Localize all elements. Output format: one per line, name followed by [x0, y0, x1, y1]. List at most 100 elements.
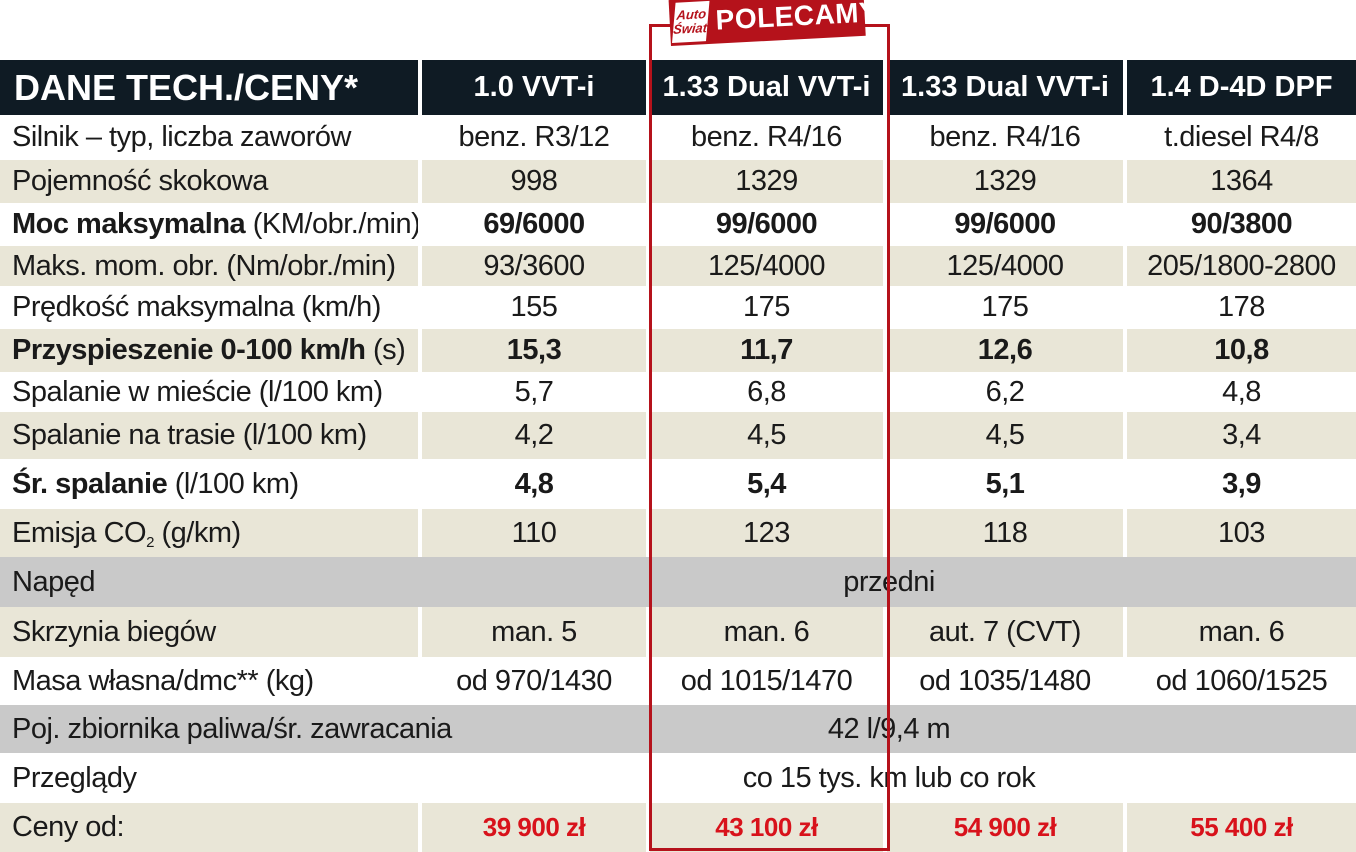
row-label: Ceny od: — [0, 803, 422, 852]
row-label: Skrzynia biegów — [0, 607, 422, 657]
row-label: Przyspieszenie 0-100 km/h (s) — [0, 329, 422, 372]
table-cell: od 1015/1470 — [650, 657, 887, 705]
column-header-1: 1.0 VVT-i — [422, 60, 650, 115]
table-row: Śr. spalanie (l/100 km) 4,8 5,4 5,1 3,9 — [0, 459, 1356, 509]
table-cell: 10,8 — [1127, 329, 1356, 372]
table-cell: 12,6 — [887, 329, 1127, 372]
table-cell: t.diesel R4/8 — [1127, 115, 1356, 160]
table-cell: benz. R4/16 — [650, 115, 887, 160]
row-label-text: Emisja CO — [12, 516, 147, 549]
table-cell: 5,7 — [422, 372, 650, 412]
logo-text: Świat — [672, 20, 708, 37]
table-row: Skrzynia biegów man. 5 man. 6 aut. 7 (CV… — [0, 607, 1356, 657]
price-cell: 43 100 zł — [650, 803, 887, 852]
row-label: Spalanie w mieście (l/100 km) — [0, 372, 422, 412]
auto-swiat-logo: Auto Świat — [672, 0, 710, 43]
row-label-subscript: 2 — [146, 533, 154, 551]
table-header: DANE TECH./CENY* 1.0 VVT-i 1.33 Dual VVT… — [0, 60, 1356, 115]
row-label-unit: (g/km) — [153, 516, 241, 549]
table-cell: benz. R3/12 — [422, 115, 650, 160]
table-cell: man. 6 — [650, 607, 887, 657]
table-cell: 4,5 — [887, 412, 1127, 459]
table-cell: man. 6 — [1127, 607, 1356, 657]
table-row: Maks. mom. obr. (Nm/obr./min) 93/3600 12… — [0, 246, 1356, 286]
table-cell: od 970/1430 — [422, 657, 650, 705]
table-cell: 1329 — [887, 160, 1127, 203]
row-label: Emisja CO 2 (g/km) — [0, 509, 422, 557]
table-cell: 125/4000 — [887, 246, 1127, 286]
table-cell: benz. R4/16 — [887, 115, 1127, 160]
column-header-4: 1.4 D-4D DPF — [1127, 60, 1356, 115]
table-cell: 998 — [422, 160, 650, 203]
table-row: Poj. zbiornika paliwa/śr. zawracania 42 … — [0, 705, 1356, 753]
row-label: Pojemność skokowa — [0, 160, 422, 203]
table-row: Silnik – typ, liczba zaworów benz. R3/12… — [0, 115, 1356, 160]
column-header-2: 1.33 Dual VVT-i — [650, 60, 887, 115]
table-cell: 11,7 — [650, 329, 887, 372]
table-cell: 4,5 — [650, 412, 887, 459]
row-label: Masa własna/dmc** (kg) — [0, 657, 422, 705]
table-cell: 69/6000 — [422, 203, 650, 246]
row-label: Napęd — [12, 565, 95, 598]
recommended-badge: Auto Świat POLECAMY — [668, 0, 879, 47]
row-label-bold: Moc maksymalna — [12, 208, 246, 240]
spanning-value: co 15 tys. km lub co rok — [742, 761, 1036, 794]
table-cell: 4,8 — [1127, 372, 1356, 412]
row-background: Przeglądy co 15 tys. km lub co rok — [0, 753, 1356, 803]
row-label: Silnik – typ, liczba zaworów — [0, 115, 422, 160]
table-cell: od 1035/1480 — [887, 657, 1127, 705]
table-row: Przyspieszenie 0-100 km/h (s) 15,3 11,7 … — [0, 329, 1356, 372]
table-cell: 175 — [887, 286, 1127, 329]
row-label: Prędkość maksymalna (km/h) — [0, 286, 422, 329]
table-cell: 155 — [422, 286, 650, 329]
table-cell: man. 5 — [422, 607, 650, 657]
table-row: Masa własna/dmc** (kg) od 970/1430 od 10… — [0, 657, 1356, 705]
table-row: Przeglądy co 15 tys. km lub co rok — [0, 753, 1356, 803]
badge-label: POLECAMY — [714, 0, 879, 36]
table-cell: 123 — [650, 509, 887, 557]
spanning-value: przedni — [843, 565, 935, 598]
price-cell: 55 400 zł — [1127, 803, 1356, 852]
table-row: Ceny od: 39 900 zł 43 100 zł 54 900 zł 5… — [0, 803, 1356, 852]
row-label: Maks. mom. obr. (Nm/obr./min) — [0, 246, 422, 286]
table-row: Spalanie w mieście (l/100 km) 5,7 6,8 6,… — [0, 372, 1356, 412]
row-label: Spalanie na trasie (l/100 km) — [0, 412, 422, 459]
column-header-3: 1.33 Dual VVT-i — [887, 60, 1127, 115]
row-label: Przeglądy — [12, 761, 137, 794]
table-cell: 90/3800 — [1127, 203, 1356, 246]
table-cell: 1364 — [1127, 160, 1356, 203]
row-label-unit: (s) — [365, 334, 406, 366]
table-cell: 4,2 — [422, 412, 650, 459]
table-cell: 175 — [650, 286, 887, 329]
table-cell: 110 — [422, 509, 650, 557]
table-cell: 6,2 — [887, 372, 1127, 412]
table-cell: 99/6000 — [887, 203, 1127, 246]
table-cell: 125/4000 — [650, 246, 887, 286]
table-cell: 178 — [1127, 286, 1356, 329]
table-row: Emisja CO 2 (g/km) 110 123 118 103 — [0, 509, 1356, 557]
table-cell: 103 — [1127, 509, 1356, 557]
spanning-value: 42 l/9,4 m — [827, 712, 951, 745]
table-cell: 5,1 — [887, 459, 1127, 509]
row-label: Poj. zbiornika paliwa/śr. zawracania — [12, 712, 452, 745]
table-row: Pojemność skokowa 998 1329 1329 1364 — [0, 160, 1356, 203]
table-cell: 4,8 — [422, 459, 650, 509]
table-cell: 15,3 — [422, 329, 650, 372]
table-row: Napęd przedni — [0, 557, 1356, 607]
row-label: Moc maksymalna (KM/obr./min) — [0, 203, 422, 246]
table-row: Prędkość maksymalna (km/h) 155 175 175 1… — [0, 286, 1356, 329]
row-background: Poj. zbiornika paliwa/śr. zawracania 42 … — [0, 705, 1356, 753]
table-cell: 93/3600 — [422, 246, 650, 286]
table-cell: od 1060/1525 — [1127, 657, 1356, 705]
table-cell: 5,4 — [650, 459, 887, 509]
table-cell: 99/6000 — [650, 203, 887, 246]
table-cell: 3,4 — [1127, 412, 1356, 459]
table-cell: 205/1800-2800 — [1127, 246, 1356, 286]
row-label-unit: (l/100 km) — [167, 467, 299, 500]
row-label-bold: Przyspieszenie 0-100 km/h — [12, 334, 366, 366]
table-cell: aut. 7 (CVT) — [887, 607, 1127, 657]
table-cell: 6,8 — [650, 372, 887, 412]
price-cell: 39 900 zł — [422, 803, 650, 852]
row-label: Śr. spalanie (l/100 km) — [0, 459, 422, 509]
